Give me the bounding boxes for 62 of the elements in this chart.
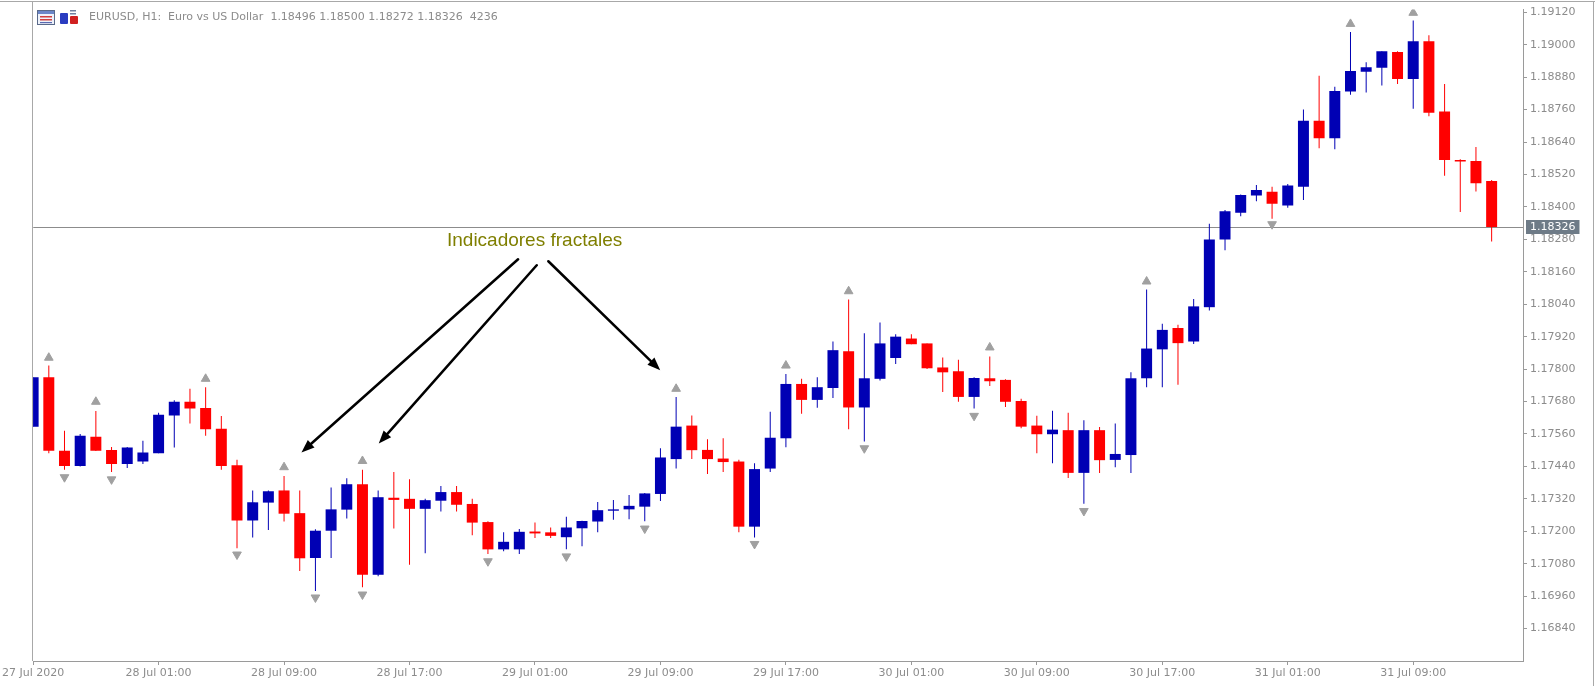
point [859,445,870,454]
ref-line-label: 1.18326 [1530,220,1576,234]
y-tick-label: 1.19000 [1530,37,1576,51]
candlestick [388,472,400,529]
y-tick-label: 1.18880 [1530,70,1576,84]
y-tick-label: 1.17200 [1530,524,1576,538]
y-tick-label: 1.18760 [1530,102,1576,116]
point [43,352,54,361]
y-tick-label: 1.18280 [1530,232,1576,246]
point [1345,18,1356,27]
point [357,455,368,464]
chart-title: EURUSD, H1: Euro vs US Dollar 1.18496 1.18500 1.18272 1.18326 4236 [89,10,498,24]
point [639,525,650,535]
y-tick-label: 1.17080 [1530,556,1576,570]
point [984,341,995,351]
x-tick-label: 31 Jul 01:00 [1254,666,1321,680]
y-tick-label: 1.18400 [1530,199,1576,213]
point [232,551,242,561]
y-tick-label: 1.17320 [1530,491,1576,505]
y-tick-label: 1.18640 [1530,134,1576,148]
x-tick-label: 27 Jul 2020 [2,666,65,680]
point [843,285,854,295]
point [1079,507,1089,517]
x-tick-label: 29 Jul 09:00 [627,666,694,680]
point [483,558,493,567]
x-tick-label: 28 Jul 17:00 [376,666,443,680]
point [749,540,760,550]
x-tick-label: 29 Jul 17:00 [752,666,819,680]
x-tick-label: 28 Jul 09:00 [251,666,318,680]
y-tick-label: 1.19120 [1530,5,1576,19]
annotation: Indicadores fractales [446,228,623,250]
x-tick-label: 31 Jul 09:00 [1380,666,1447,680]
y-tick-label: 1.18160 [1530,264,1576,278]
y-tick-label: 1.18520 [1530,167,1576,181]
candlestick [984,356,996,387]
point [91,396,101,405]
point [671,383,681,392]
x-tick-label: 29 Jul 01:00 [502,666,568,680]
candlestick [1454,159,1466,213]
x-tick-label: 30 Jul 17:00 [1129,666,1196,680]
point [279,461,289,471]
y-tick-label: 1.17560 [1530,426,1576,440]
point [200,373,211,382]
y-tick-label: 1.17920 [1530,329,1576,343]
point [59,474,70,483]
y-tick-label: 1.17440 [1530,459,1576,473]
point [969,412,979,422]
point [561,553,572,562]
x-tick-label: 30 Jul 09:00 [1003,666,1070,680]
point [357,591,368,601]
point [106,476,117,485]
y-tick-label: 1.17680 [1530,394,1576,408]
y-tick-label: 1.18040 [1530,297,1576,311]
point [781,360,791,369]
x-tick-label: 28 Jul 01:00 [125,666,192,680]
point [310,594,321,603]
point [1141,276,1152,285]
y-tick-label: 1.16840 [1530,621,1576,635]
x-tick-label: 30 Jul 01:00 [878,666,945,680]
y-tick-label: 1.17800 [1530,361,1576,375]
y-tick-label: 1.16960 [1530,588,1576,602]
candlestick [607,499,619,520]
